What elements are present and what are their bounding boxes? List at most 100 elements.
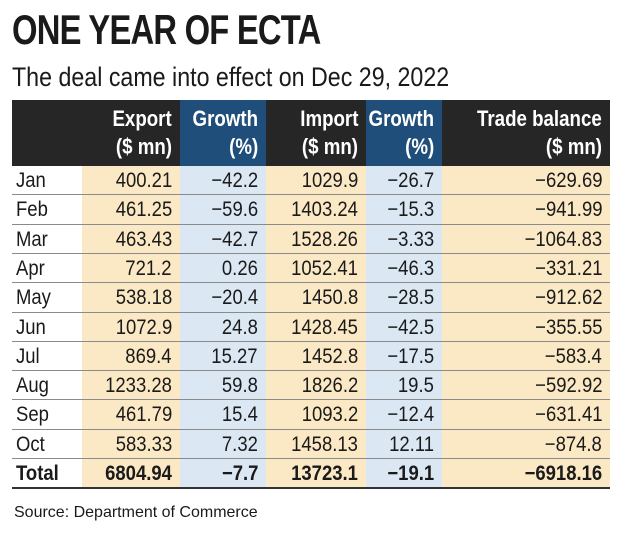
header-unit: ($ mn) <box>115 134 172 159</box>
cell-trade-balance: −874.8 <box>544 432 602 456</box>
cell-import: 1528.26 <box>291 227 358 251</box>
cell-import-growth: −12.4 <box>387 403 434 427</box>
cell-import-growth: 12.11 <box>389 432 434 456</box>
header-month <box>12 100 82 166</box>
row-divider <box>12 194 610 196</box>
cell-export-growth: −42.2 <box>211 169 258 192</box>
cell-import: 1093.2 <box>301 403 358 427</box>
cell-import-growth: −46.3 <box>387 256 434 280</box>
cell-export-growth: −59.6 <box>211 198 258 222</box>
cell-export: 1072.9 <box>115 315 172 339</box>
cell-month: Feb <box>16 198 48 222</box>
cell-export: 583.33 <box>115 432 172 456</box>
source-note: Source: Department of Commerce <box>14 504 258 521</box>
row-divider <box>12 252 610 254</box>
column-bg-export <box>82 166 180 489</box>
cell-import-growth: −19.1 <box>387 462 434 485</box>
cell-month: Jul <box>16 344 40 368</box>
cell-import-growth: −28.5 <box>387 286 434 310</box>
column-bg-export-growth <box>180 166 266 489</box>
header-export: Export ($ mn) <box>82 100 180 166</box>
row-divider <box>12 428 610 430</box>
cell-export: 461.25 <box>115 198 172 222</box>
column-bg-import-growth <box>366 166 442 489</box>
cell-export-growth: 15.27 <box>211 344 258 368</box>
cell-export-growth: 7.32 <box>222 432 258 456</box>
cell-import: 1452.8 <box>301 344 358 368</box>
column-bg-import <box>266 166 366 489</box>
header-label: Export <box>112 106 172 131</box>
cell-export-growth: 0.26 <box>222 256 258 280</box>
header-unit: (%) <box>228 134 258 159</box>
cell-import-growth: 19.5 <box>398 374 434 398</box>
cell-trade-balance: −1064.83 <box>524 227 602 251</box>
header-label: Growth <box>192 106 258 131</box>
cell-trade-balance: −355.55 <box>534 315 602 339</box>
table-bottom-border <box>12 487 610 490</box>
cell-export: 461.79 <box>115 403 172 427</box>
page-title: ONE YEAR OF ECTA <box>12 6 321 53</box>
header-unit: ($ mn) <box>545 134 602 159</box>
cell-import-growth: −17.5 <box>387 344 434 368</box>
header-import-growth: Growth (%) <box>366 100 442 166</box>
cell-export: 6804.94 <box>105 462 172 485</box>
cell-trade-balance: −6918.16 <box>524 462 602 485</box>
row-divider <box>12 311 610 313</box>
cell-month: Total <box>16 462 59 485</box>
page-subtitle: The deal came into effect on Dec 29, 202… <box>12 62 450 92</box>
cell-import-growth: −15.3 <box>387 198 434 222</box>
cell-month: Jan <box>16 169 46 192</box>
header-unit: (%) <box>404 134 434 159</box>
cell-export: 721.2 <box>125 256 172 280</box>
header-unit: ($ mn) <box>301 134 358 159</box>
cell-import: 1458.13 <box>291 432 358 456</box>
cell-export: 463.43 <box>115 227 172 251</box>
row-divider <box>12 340 610 342</box>
row-divider <box>12 223 610 225</box>
cell-trade-balance: −592.92 <box>534 374 602 398</box>
cell-import: 1428.45 <box>291 315 358 339</box>
cell-trade-balance: −583.4 <box>544 344 602 368</box>
cell-export-growth: 59.8 <box>222 374 258 398</box>
cell-trade-balance: −631.41 <box>534 403 602 427</box>
cell-export-growth: 15.4 <box>222 403 258 427</box>
column-bg-trade-balance <box>442 166 610 489</box>
cell-export: 869.4 <box>125 344 172 368</box>
header-label: Trade balance <box>477 106 602 131</box>
cell-import: 1450.8 <box>301 286 358 310</box>
cell-month: May <box>16 286 51 310</box>
cell-trade-balance: −331.21 <box>534 256 602 280</box>
cell-export-growth: −42.7 <box>211 227 258 251</box>
header-label: Growth <box>368 106 434 131</box>
header-trade-balance: Trade balance ($ mn) <box>442 100 610 166</box>
cell-export-growth: 24.8 <box>222 315 258 339</box>
header-import: Import ($ mn) <box>266 100 366 166</box>
cell-trade-balance: −912.62 <box>534 286 602 310</box>
cell-import-growth: −3.33 <box>387 227 434 251</box>
cell-import: 1052.41 <box>291 256 358 280</box>
cell-import-growth: −42.5 <box>387 315 434 339</box>
data-table: Export ($ mn) Growth (%) Import ($ mn) Growth (… <box>12 100 610 499</box>
cell-month: Oct <box>16 432 45 456</box>
row-divider <box>12 399 610 401</box>
cell-import: 1029.9 <box>301 169 358 192</box>
cell-month: Aug <box>16 374 49 398</box>
cell-export-growth: −20.4 <box>211 286 258 310</box>
cell-export: 538.18 <box>115 286 172 310</box>
cell-import-growth: −26.7 <box>387 169 434 192</box>
row-divider <box>12 458 610 459</box>
cell-month: Apr <box>16 256 45 280</box>
cell-trade-balance: −629.69 <box>534 169 602 192</box>
header-export-growth: Growth (%) <box>180 100 266 166</box>
cell-export-growth: −7.7 <box>221 462 258 485</box>
cell-export: 400.21 <box>115 169 172 192</box>
cell-month: Mar <box>16 227 48 251</box>
column-bg-month <box>12 166 82 489</box>
cell-month: Sep <box>16 403 49 427</box>
cell-import: 1826.2 <box>301 374 358 398</box>
cell-trade-balance: −941.99 <box>534 198 602 222</box>
cell-export: 1233.28 <box>105 374 172 398</box>
cell-import: 13723.1 <box>291 462 358 485</box>
row-divider <box>12 370 610 372</box>
header-label: Import <box>299 106 358 131</box>
